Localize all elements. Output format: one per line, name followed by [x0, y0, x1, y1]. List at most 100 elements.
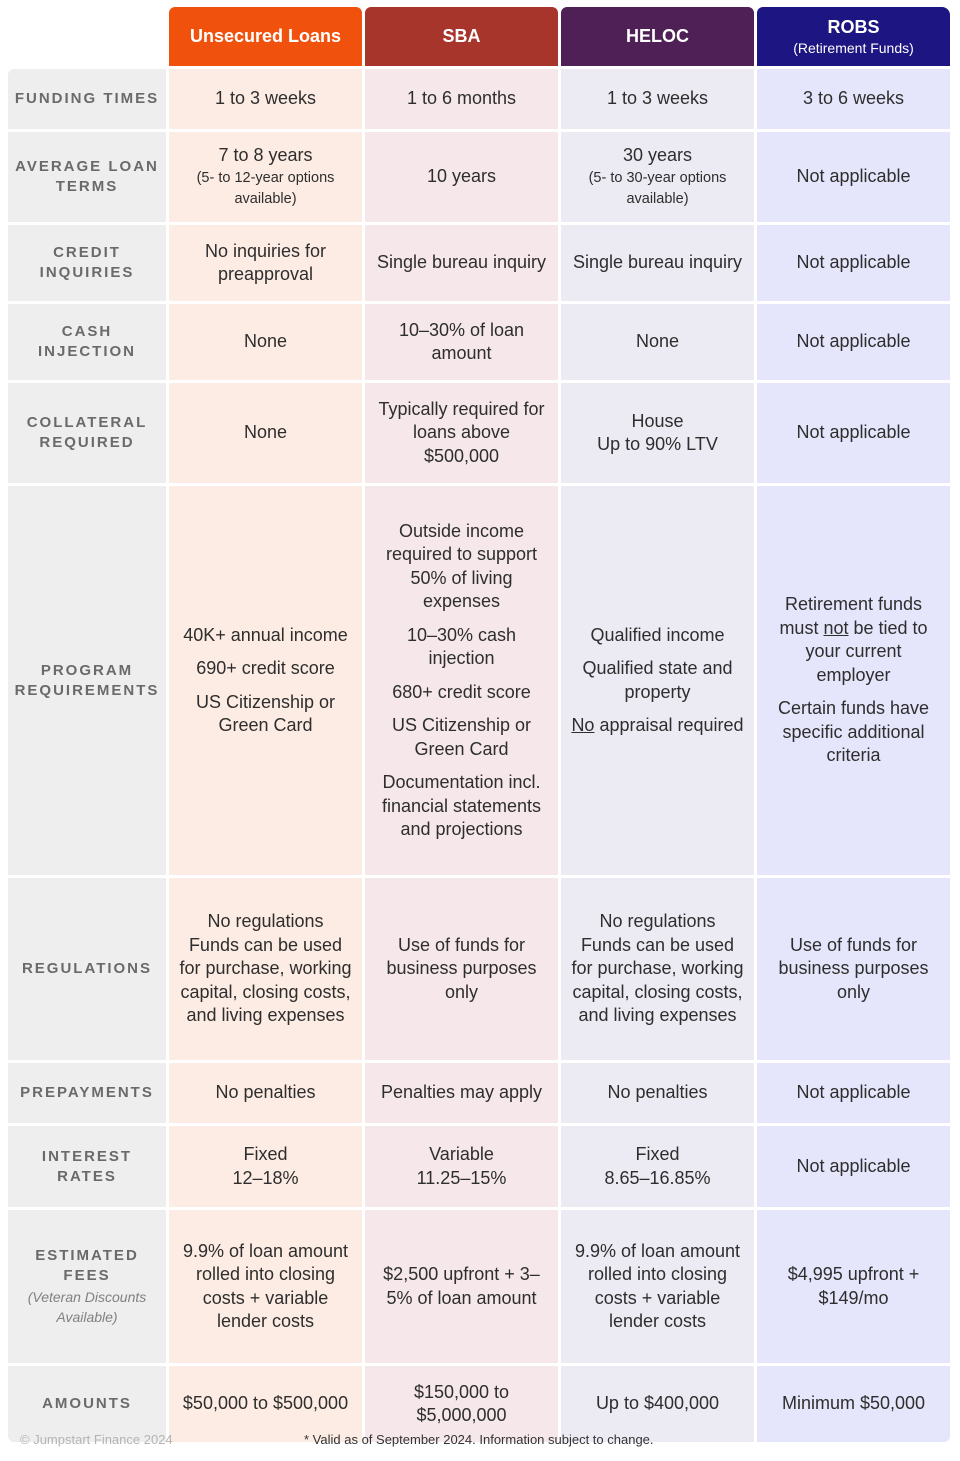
- row-label-credit-inquiries: CREDIT INQUIRIES: [8, 225, 166, 301]
- column-header-robs: ROBS (Retirement Funds): [757, 7, 950, 66]
- table-corner: [8, 7, 166, 66]
- table-cell: Fixed 8.65–16.85%: [561, 1126, 754, 1207]
- loan-comparison-table: Unsecured Loans SBA HELOC ROBS (Retireme…: [8, 7, 950, 1442]
- table-cell: Typically required for loans above $500,…: [365, 383, 558, 483]
- cell-text: No penalties: [607, 1082, 708, 1103]
- row-label-program-requirements: PROGRAM REQUIREMENTS: [8, 486, 166, 875]
- row-label-text: AMOUNTS: [42, 1395, 132, 1412]
- cell-text: No inquiries for preapproval: [204, 240, 327, 285]
- column-header-title: SBA: [442, 26, 481, 46]
- column-header-title: Unsecured Loans: [189, 26, 342, 46]
- table-cell: Qualified income Qualified state and pro…: [561, 486, 754, 875]
- table-cell: Single bureau inquiry: [365, 225, 558, 301]
- requirement-item: Certain funds have specific additional c…: [777, 698, 930, 766]
- cell-text: Up to $400,000: [595, 1393, 720, 1414]
- row-label-text: CASH INJECTION: [37, 323, 136, 360]
- table-cell: Outside income required to support 50% o…: [365, 486, 558, 875]
- row-label-collateral-required: COLLATERAL REQUIRED: [8, 383, 166, 483]
- requirement-item: Retirement funds must not be tied to you…: [779, 594, 928, 685]
- cell-text: Minimum $50,000: [781, 1393, 926, 1414]
- table-cell: $4,995 upfront + $149/mo: [757, 1210, 950, 1363]
- row-label-text: AVERAGE LOAN TERMS: [15, 158, 159, 195]
- column-header-sba: SBA: [365, 7, 558, 66]
- cell-text: None: [243, 422, 288, 443]
- row-label-text: PREPAYMENTS: [20, 1084, 154, 1101]
- table-cell: Not applicable: [757, 383, 950, 483]
- table-cell: Penalties may apply: [365, 1063, 558, 1123]
- table-cell: 1 to 3 weeks: [561, 69, 754, 129]
- cell-note: (5- to 30-year options available): [588, 169, 727, 207]
- cell-text: 3 to 6 weeks: [802, 88, 905, 109]
- table-cell: Use of funds for business purposes only: [757, 878, 950, 1060]
- table-cell: Not applicable: [757, 132, 950, 222]
- cell-text: $4,995 upfront + $149/mo: [787, 1264, 920, 1308]
- row-label-cash-injection: CASH INJECTION: [8, 304, 166, 380]
- table-cell: Not applicable: [757, 1063, 950, 1123]
- table-cell: Variable 11.25–15%: [365, 1126, 558, 1207]
- table-cell: Not applicable: [757, 304, 950, 380]
- table-cell: $150,000 to $5,000,000: [365, 1366, 558, 1442]
- column-header-title: ROBS: [827, 17, 880, 37]
- table-cell: Single bureau inquiry: [561, 225, 754, 301]
- cell-text: None: [635, 331, 680, 352]
- cell-text: Single bureau inquiry: [376, 252, 547, 273]
- cell-text: 9.9% of loan amount rolled into closing …: [574, 1240, 741, 1332]
- table-cell: 40K+ annual income 690+ credit score US …: [169, 486, 362, 875]
- table-cell: 9.9% of loan amount rolled into closing …: [169, 1210, 362, 1363]
- cell-text: $2,500 upfront + 3–5% of loan amount: [383, 1264, 540, 1308]
- table-cell: Use of funds for business purposes only: [365, 878, 558, 1060]
- requirement-item: Documentation incl. financial statements…: [381, 772, 542, 839]
- cell-text: Not applicable: [796, 422, 911, 443]
- table-cell: $50,000 to $500,000: [169, 1366, 362, 1442]
- copyright-notice: © Jumpstart Finance 2024: [20, 1432, 173, 1447]
- requirement-item: 690+ credit score: [196, 658, 335, 678]
- table-cell: 30 years (5- to 30-year options availabl…: [561, 132, 754, 222]
- table-cell: None: [561, 304, 754, 380]
- column-header-unsecured-loans: Unsecured Loans: [169, 7, 362, 66]
- cell-text: House Up to 90% LTV: [597, 410, 718, 455]
- cell-text: Not applicable: [796, 252, 911, 273]
- cell-text: 1 to 6 months: [406, 88, 517, 109]
- cell-text: Fixed 12–18%: [232, 1144, 299, 1188]
- table-cell: Minimum $50,000: [757, 1366, 950, 1442]
- table-cell: 1 to 6 months: [365, 69, 558, 129]
- row-label-interest-rates: INTEREST RATES: [8, 1126, 166, 1207]
- cell-text: $150,000 to $5,000,000: [413, 1381, 510, 1426]
- cell-text: 7 to 8 years: [218, 145, 313, 166]
- column-header-heloc: HELOC: [561, 7, 754, 66]
- cell-note: (5- to 12-year options available): [196, 169, 335, 207]
- table-cell: No penalties: [169, 1063, 362, 1123]
- requirement-item: Qualified state and property: [582, 658, 733, 702]
- requirement-item: 10–30% cash injection: [406, 624, 517, 669]
- cell-text: Use of funds for business purposes only: [386, 934, 537, 1002]
- requirement-item: US Citizenship or Green Card: [195, 691, 336, 736]
- cell-text: Penalties may apply: [380, 1082, 543, 1103]
- disclaimer-note: * Valid as of September 2024. Informatio…: [304, 1432, 654, 1447]
- cell-text: Use of funds for business purposes only: [778, 934, 929, 1002]
- cell-text: Fixed 8.65–16.85%: [604, 1144, 711, 1188]
- table-cell: None: [169, 383, 362, 483]
- table-cell: No regulations Funds can be used for pur…: [169, 878, 362, 1060]
- row-label-text: CREDIT INQUIRIES: [39, 244, 135, 281]
- cell-text: No regulations Funds can be used for pur…: [571, 911, 744, 1026]
- table-cell: 3 to 6 weeks: [757, 69, 950, 129]
- table-cell: 1 to 3 weeks: [169, 69, 362, 129]
- cell-text: 10 years: [426, 166, 497, 187]
- cell-text: No penalties: [215, 1082, 316, 1103]
- cell-text: 1 to 3 weeks: [606, 88, 709, 109]
- table-cell: Not applicable: [757, 225, 950, 301]
- row-label-note: (Veteran Discounts Available): [27, 1289, 147, 1325]
- cell-text: Not applicable: [796, 331, 911, 352]
- cell-text: 9.9% of loan amount rolled into closing …: [182, 1240, 349, 1332]
- table-cell: Retirement funds must not be tied to you…: [757, 486, 950, 875]
- cell-text: Not applicable: [796, 166, 911, 187]
- cell-text: $50,000 to $500,000: [182, 1393, 349, 1414]
- table-cell: No inquiries for preapproval: [169, 225, 362, 301]
- table-cell: Fixed 12–18%: [169, 1126, 362, 1207]
- table-cell: No penalties: [561, 1063, 754, 1123]
- table-cell: House Up to 90% LTV: [561, 383, 754, 483]
- row-label-text: INTEREST RATES: [41, 1147, 133, 1185]
- row-label-text: COLLATERAL REQUIRED: [26, 414, 148, 451]
- cell-text: No regulations Funds can be used for pur…: [179, 911, 352, 1026]
- row-label-text: REGULATIONS: [21, 960, 153, 977]
